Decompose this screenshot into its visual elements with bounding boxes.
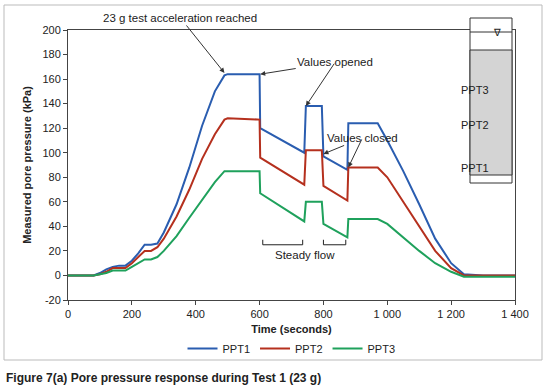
svg-text:1 200: 1 200 [437, 308, 465, 320]
svg-text:140: 140 [42, 97, 60, 109]
svg-text:Measured pore pressure (kPa): Measured pore pressure (kPa) [21, 86, 33, 244]
svg-text:Time (seconds): Time (seconds) [251, 323, 332, 335]
svg-text:600: 600 [250, 308, 268, 320]
svg-text:60: 60 [49, 196, 61, 208]
svg-text:1 000: 1 000 [374, 308, 402, 320]
svg-text:PPT2: PPT2 [295, 343, 323, 355]
svg-text:800: 800 [314, 308, 332, 320]
svg-text:180: 180 [42, 48, 60, 60]
svg-text:Figure 7(a) Pore pressure resp: Figure 7(a) Pore pressure response durin… [6, 371, 321, 385]
svg-text:PPT1: PPT1 [223, 343, 251, 355]
svg-text:40: 40 [49, 220, 61, 232]
svg-text:Values opened: Values opened [297, 56, 373, 68]
svg-text:200: 200 [123, 308, 141, 320]
svg-text:PPT1: PPT1 [461, 162, 489, 174]
svg-text:PPT3: PPT3 [368, 343, 396, 355]
svg-text:∇: ∇ [493, 27, 501, 38]
svg-text:Steady flow: Steady flow [275, 249, 335, 261]
svg-text:80: 80 [49, 171, 61, 183]
svg-text:Values closed: Values closed [327, 132, 398, 144]
svg-text:120: 120 [42, 122, 60, 134]
svg-text:1 400: 1 400 [501, 308, 529, 320]
svg-text:PPT2: PPT2 [461, 119, 489, 131]
svg-text:200: 200 [42, 24, 60, 36]
svg-text:0: 0 [55, 269, 61, 281]
svg-text:23 g test acceleration reached: 23 g test acceleration reached [103, 12, 257, 24]
svg-text:-20: -20 [45, 294, 61, 306]
svg-text:400: 400 [187, 308, 205, 320]
svg-text:160: 160 [42, 73, 60, 85]
svg-text:20: 20 [49, 245, 61, 257]
svg-text:100: 100 [42, 147, 60, 159]
svg-text:PPT3: PPT3 [461, 84, 489, 96]
svg-text:0: 0 [65, 308, 71, 320]
